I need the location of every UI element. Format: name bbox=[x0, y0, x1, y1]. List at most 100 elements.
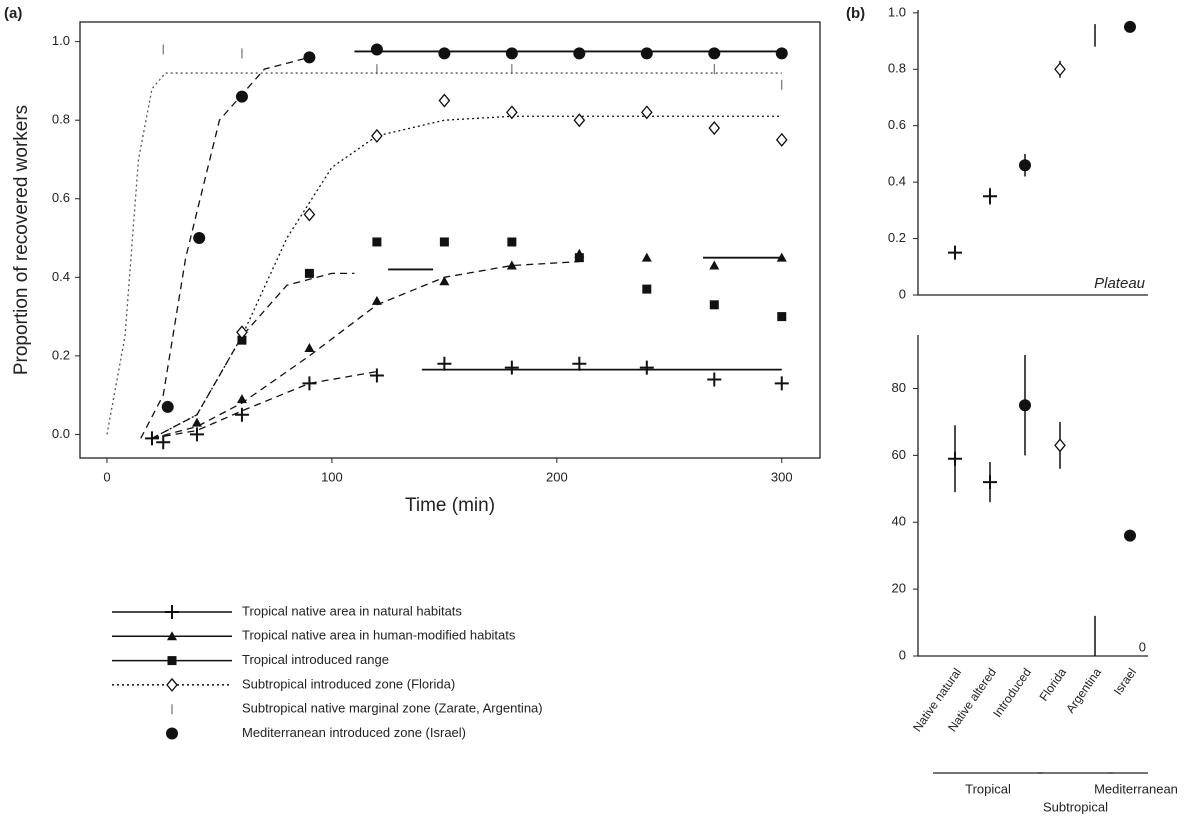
y-axis-label: Proportion of recovered workers bbox=[11, 105, 32, 375]
annotation: 0 bbox=[1139, 639, 1146, 654]
y-tick-label: 0.4 bbox=[888, 174, 906, 189]
data-point bbox=[371, 295, 382, 305]
data-point bbox=[439, 276, 450, 286]
data-point bbox=[775, 132, 788, 147]
x-tick-label: 100 bbox=[321, 469, 343, 484]
x-axis-label: Time (min) bbox=[405, 495, 495, 516]
data-point bbox=[574, 253, 584, 263]
y-tick-label: 60 bbox=[892, 447, 906, 462]
data-point bbox=[1019, 159, 1031, 172]
legend-marker bbox=[167, 656, 177, 666]
data-point bbox=[370, 43, 383, 56]
y-tick-label: 40 bbox=[892, 514, 906, 529]
y-tick-label: 0.8 bbox=[52, 112, 70, 127]
legend-label: Subtropical native marginal zone (Zarate… bbox=[242, 701, 543, 716]
x-tick-label: Florida bbox=[1037, 665, 1070, 703]
data-point bbox=[640, 105, 653, 120]
data-point bbox=[642, 284, 652, 294]
data-point bbox=[774, 376, 789, 391]
data-point bbox=[1124, 20, 1136, 33]
data-point bbox=[236, 394, 247, 404]
data-point bbox=[506, 260, 517, 270]
data-point bbox=[302, 376, 317, 391]
y-tick-label: 0.6 bbox=[888, 117, 906, 132]
data-point bbox=[1019, 399, 1031, 412]
x-tick-label: 0 bbox=[103, 469, 110, 484]
fit-curve bbox=[151, 272, 355, 439]
legend-label: Tropical native area in natural habitats bbox=[242, 603, 462, 618]
data-point bbox=[639, 360, 654, 375]
data-point bbox=[369, 368, 384, 383]
legend-label: Tropical introduced range bbox=[242, 652, 389, 667]
legend-marker bbox=[167, 631, 177, 641]
data-point bbox=[304, 268, 314, 278]
y-tick-label: 0 bbox=[899, 286, 906, 301]
data-point bbox=[709, 260, 720, 270]
y-tick-label: 1.0 bbox=[52, 33, 70, 48]
data-point bbox=[775, 47, 788, 60]
annotation: Plateau bbox=[1094, 275, 1146, 292]
data-point bbox=[437, 356, 452, 371]
data-point bbox=[708, 47, 721, 60]
data-point bbox=[948, 245, 962, 260]
data-point bbox=[189, 427, 204, 442]
data-point bbox=[506, 105, 518, 120]
data-point bbox=[439, 237, 449, 247]
y-tick-label: 80 bbox=[892, 380, 906, 395]
axes-frame-a bbox=[79, 21, 821, 459]
data-point bbox=[372, 237, 382, 247]
data-point bbox=[1054, 62, 1066, 77]
y-tick-label: 0.4 bbox=[52, 269, 70, 284]
fit-curve bbox=[151, 370, 378, 440]
legend-label: Subtropical introduced zone (Florida) bbox=[242, 676, 455, 691]
data-point bbox=[708, 121, 721, 136]
data-point bbox=[1124, 529, 1136, 542]
panel-label: (a) bbox=[4, 5, 22, 22]
data-point bbox=[573, 47, 586, 60]
data-point bbox=[1054, 438, 1066, 453]
data-point bbox=[438, 47, 451, 60]
group-label: Tropical bbox=[965, 781, 1011, 796]
data-point bbox=[948, 451, 962, 466]
data-point bbox=[303, 207, 316, 222]
data-point bbox=[507, 237, 517, 247]
y-tick-label: 0.8 bbox=[888, 61, 906, 76]
y-tick-label: 0.0 bbox=[52, 426, 70, 441]
legend-marker bbox=[165, 605, 179, 619]
y-tick-label: 20 bbox=[892, 581, 906, 596]
fit-curve bbox=[140, 56, 310, 439]
data-point bbox=[641, 252, 652, 262]
x-tick-label: 300 bbox=[771, 469, 793, 484]
data-point bbox=[235, 90, 248, 103]
x-tick-label: Israel bbox=[1111, 666, 1139, 698]
legend-marker bbox=[166, 727, 178, 740]
axes-frame-b-bottom bbox=[917, 335, 1148, 657]
fit-curve bbox=[151, 260, 580, 439]
panel-label: (b) bbox=[846, 5, 865, 22]
data-point bbox=[193, 232, 206, 245]
data-point bbox=[303, 51, 316, 64]
x-tick-label: 200 bbox=[546, 469, 568, 484]
data-point bbox=[438, 93, 451, 108]
data-point bbox=[709, 300, 719, 310]
data-point bbox=[191, 417, 202, 427]
fit-curve bbox=[106, 72, 782, 435]
legend-label: Mediterranean introduced zone (Israel) bbox=[242, 725, 466, 740]
data-point bbox=[505, 47, 518, 60]
y-tick-label: 1.0 bbox=[888, 4, 906, 19]
y-tick-label: 0.2 bbox=[888, 230, 906, 245]
data-point bbox=[236, 325, 248, 340]
data-point bbox=[707, 372, 722, 387]
data-point bbox=[237, 335, 247, 345]
data-point bbox=[234, 407, 249, 422]
y-tick-label: 0.2 bbox=[52, 347, 70, 362]
y-tick-label: 0.6 bbox=[52, 190, 70, 205]
data-point bbox=[504, 360, 519, 375]
legend-label: Tropical native area in human-modified h… bbox=[242, 628, 516, 643]
data-point bbox=[371, 128, 383, 143]
data-point bbox=[983, 475, 997, 490]
legend-marker bbox=[166, 677, 178, 692]
fit-curve bbox=[151, 115, 782, 439]
data-point bbox=[777, 312, 787, 322]
